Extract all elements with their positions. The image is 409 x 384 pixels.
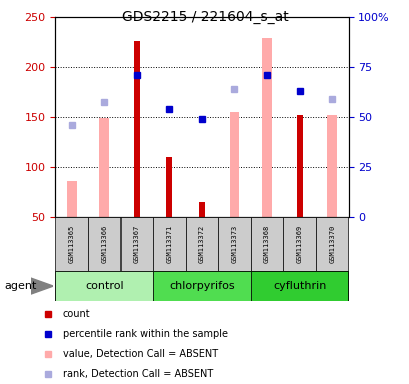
Text: agent: agent [4, 281, 36, 291]
Bar [261, 38, 271, 217]
Text: percentile rank within the sample: percentile rank within the sample [63, 329, 227, 339]
Bar [120, 217, 153, 271]
Bar [153, 217, 185, 271]
Text: GSM113372: GSM113372 [198, 225, 204, 263]
Text: value, Detection Call = ABSENT: value, Detection Call = ABSENT [63, 349, 217, 359]
Bar [250, 217, 283, 271]
Text: GSM113366: GSM113366 [101, 225, 107, 263]
Bar [326, 115, 336, 217]
Bar [67, 181, 76, 217]
Bar [283, 217, 315, 271]
Text: GDS2215 / 221604_s_at: GDS2215 / 221604_s_at [121, 10, 288, 23]
Bar [250, 271, 348, 301]
Bar [88, 217, 120, 271]
Text: rank, Detection Call = ABSENT: rank, Detection Call = ABSENT [63, 369, 212, 379]
Text: GSM113371: GSM113371 [166, 225, 172, 263]
Bar [166, 157, 172, 217]
Text: GSM113370: GSM113370 [328, 225, 335, 263]
Text: count: count [63, 309, 90, 319]
Text: GSM113365: GSM113365 [68, 225, 74, 263]
Polygon shape [31, 278, 53, 294]
Bar [99, 118, 109, 217]
Text: GSM113373: GSM113373 [231, 225, 237, 263]
Bar [229, 112, 239, 217]
Text: GSM113367: GSM113367 [133, 225, 139, 263]
Bar [153, 271, 250, 301]
Bar [218, 217, 250, 271]
Bar [55, 271, 153, 301]
Text: cyfluthrin: cyfluthrin [272, 281, 326, 291]
Bar [315, 217, 348, 271]
Bar [55, 217, 88, 271]
Text: GSM113369: GSM113369 [296, 225, 302, 263]
Text: control: control [85, 281, 123, 291]
Bar [296, 115, 302, 217]
Bar [133, 41, 139, 217]
Text: GSM113368: GSM113368 [263, 225, 270, 263]
Bar [198, 202, 204, 217]
Text: chlorpyrifos: chlorpyrifos [169, 281, 234, 291]
Bar [185, 217, 218, 271]
